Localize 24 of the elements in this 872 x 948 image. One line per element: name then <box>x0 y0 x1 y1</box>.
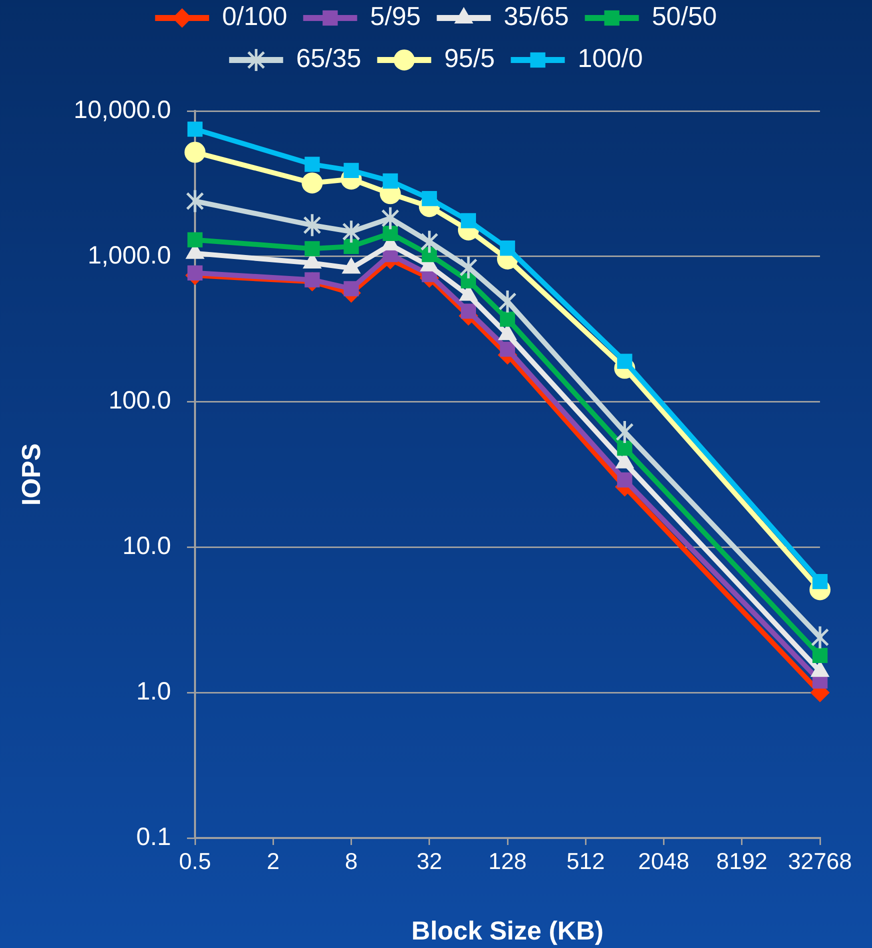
legend-label: 100/0 <box>578 43 643 74</box>
x-tick-label: 0.5 <box>179 848 211 874</box>
legend-label: 5/95 <box>370 1 421 32</box>
y-tick-label: 1,000.0 <box>88 241 171 270</box>
legend-label: 35/65 <box>504 1 569 32</box>
x-tick-label: 32768 <box>788 848 852 874</box>
y-tick-label: 0.1 <box>136 822 171 851</box>
x-tick-label: 32 <box>416 848 442 874</box>
x-tick-label: 512 <box>566 848 605 874</box>
legend-label: 50/50 <box>652 1 717 32</box>
x-tick-label: 2 <box>266 848 280 874</box>
x-tick-label: 8 <box>344 848 358 874</box>
y-axis-title: IOPS <box>16 443 46 506</box>
legend-label: 95/5 <box>444 43 495 74</box>
x-axis-title: Block Size (KB) <box>411 916 604 946</box>
y-tick-label: 10.0 <box>122 532 171 560</box>
legend-label: 65/35 <box>296 43 362 74</box>
x-tick-label: 128 <box>488 848 527 874</box>
x-tick-label: 8192 <box>716 848 768 874</box>
y-tick-label: 10,000.0 <box>74 96 171 124</box>
y-tick-label: 100.0 <box>108 386 171 415</box>
x-tick-label: 2048 <box>638 848 690 874</box>
legend-label: 0/100 <box>222 1 288 32</box>
y-tick-label: 1.0 <box>136 677 171 706</box>
